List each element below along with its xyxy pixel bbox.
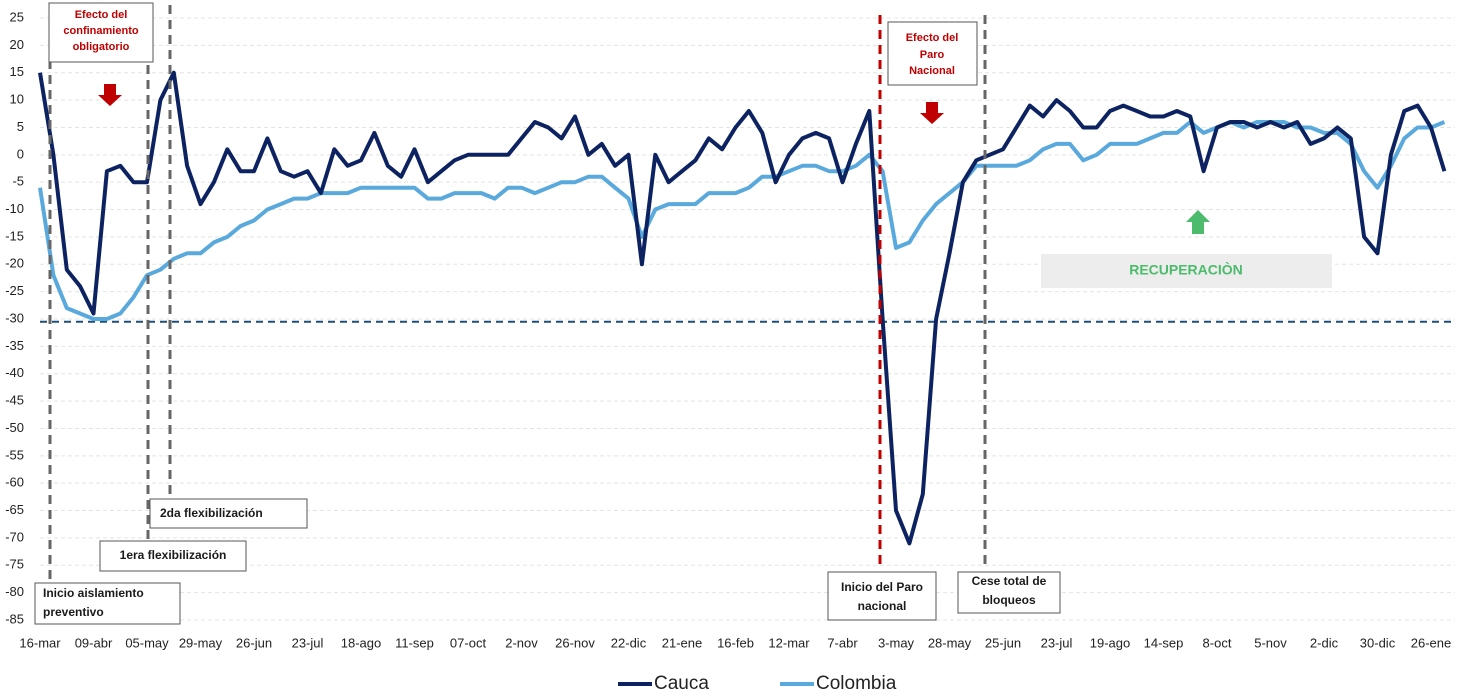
y-tick-label: -45 (5, 393, 24, 408)
x-tick-label: 23-jul (1041, 635, 1073, 650)
x-tick-label: 16-mar (19, 635, 61, 650)
annotation-box (827, 571, 937, 621)
x-tick-label: 7-abr (827, 635, 858, 650)
y-tick-label: 15 (10, 64, 24, 79)
annotation: obligatorio (73, 41, 130, 53)
x-tick-label: 21-ene (662, 635, 702, 650)
x-tick-label: 28-may (928, 635, 972, 650)
y-tick-label: 0 (17, 146, 24, 161)
legend-label: Colombia (816, 673, 897, 694)
x-tick-label: 29-may (179, 635, 223, 650)
x-tick-label: 8-oct (1203, 635, 1232, 650)
annotation: nacional (858, 599, 907, 613)
annotation-box (48, 2, 154, 63)
x-tick-label: 05-may (125, 635, 169, 650)
grid (40, 17, 1455, 621)
annotation: Inicio aislamiento (43, 586, 144, 600)
annotation-box (34, 582, 181, 625)
y-tick-label: -15 (5, 228, 24, 243)
y-tick-label: -25 (5, 283, 24, 298)
annotation: Nacional (909, 65, 955, 77)
x-tick-label: 25-jun (985, 635, 1021, 650)
annotation-box (99, 540, 247, 572)
annotation: Efecto del (75, 9, 128, 21)
y-tick-label: 25 (10, 9, 24, 24)
y-tick-label: -30 (5, 310, 24, 325)
y-tick-label: -50 (5, 420, 24, 435)
lines (38, 70, 1447, 546)
series-line (38, 120, 1446, 321)
y-tick-label: -80 (5, 584, 24, 599)
y-tick-label: 5 (17, 119, 24, 134)
x-tick-label: 16-feb (717, 635, 754, 650)
x-tick-label: 30-dic (1360, 635, 1396, 650)
annotation: Efecto del (906, 32, 959, 44)
y-tick-label: -35 (5, 338, 24, 353)
x-tick-label: 5-nov (1254, 635, 1287, 650)
y-tick-label: -5 (12, 174, 24, 189)
y-tick-label: -40 (5, 365, 24, 380)
annotation-box (1041, 254, 1332, 288)
arrow (920, 102, 944, 124)
x-tick-label: 12-mar (768, 635, 810, 650)
annotation-box (957, 571, 1061, 614)
y-tick-label: -55 (5, 447, 24, 462)
x-tick-label: 14-sep (1144, 635, 1184, 650)
x-tick-label: 18-ago (341, 635, 381, 650)
y-tick-label: -60 (5, 475, 24, 490)
annotation: Paro (920, 49, 945, 61)
x-tick-label: 07-oct (450, 635, 487, 650)
y-tick-label: -65 (5, 502, 24, 517)
annotation: bloqueos (982, 593, 1036, 607)
y-tick-label: -70 (5, 529, 24, 544)
annotation: Cese total de (972, 574, 1047, 588)
annotation: preventivo (43, 605, 104, 619)
annotation: 2da flexibilización (160, 506, 263, 520)
y-tick-label: 10 (10, 92, 24, 107)
legend-label: Cauca (654, 673, 709, 694)
y-tick-label: -20 (5, 256, 24, 271)
annotation: RECUPERACIÒN (1129, 261, 1243, 278)
x-tick-label: 26-jun (236, 635, 272, 650)
x-tick-label: 2-nov (505, 635, 538, 650)
y-tick-label: 20 (10, 37, 24, 52)
annotation: 1era flexibilización (120, 548, 227, 562)
arrow (98, 84, 122, 106)
x-tick-label: 26-ene (1411, 635, 1451, 650)
x-tick-label: 2-dic (1310, 635, 1339, 650)
annotation-box (149, 498, 308, 529)
y-tick-label: -10 (5, 201, 24, 216)
x-tick-label: 11-sep (395, 635, 434, 650)
x-tick-label: 26-nov (555, 635, 595, 650)
y-tick-label: -85 (5, 611, 24, 626)
x-tick-label: 22-dic (611, 635, 647, 650)
annotation: Inicio del Paro (841, 580, 923, 594)
x-tick-label: 23-jul (292, 635, 324, 650)
y-tick-label: -75 (5, 557, 24, 572)
series-line (38, 70, 1447, 546)
x-tick-label: 19-ago (1090, 635, 1130, 650)
x-tick-label: 3-may (878, 635, 915, 650)
arrow (1186, 210, 1210, 234)
x-tick-label: 09-abr (75, 635, 113, 650)
annotation: confinamiento (63, 25, 138, 37)
annotation-box (887, 21, 978, 86)
